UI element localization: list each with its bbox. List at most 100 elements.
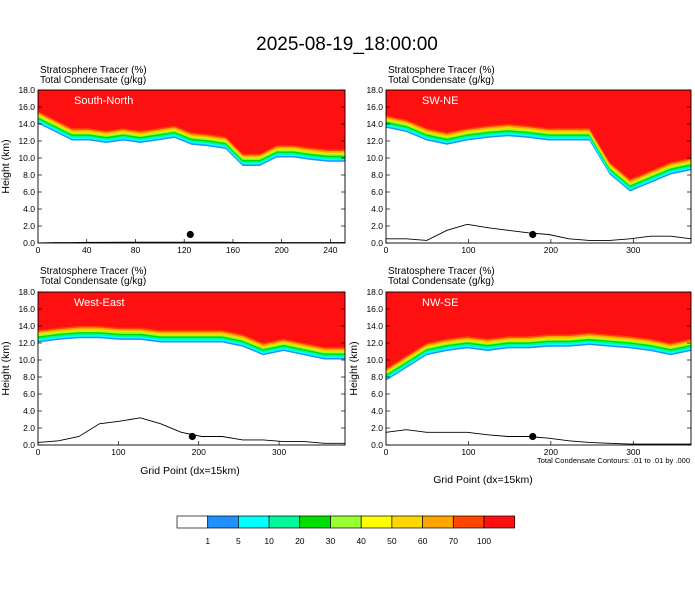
panel-name: West-East: [74, 297, 125, 309]
y-tick-label: 4.0: [23, 406, 35, 416]
panel-2: SW-NE 0.0 2.0 4.0 6.0 8.0 10.0 12.0 14.0 16.0 18.0…: [366, 85, 692, 255]
y-tick-label: 4.0: [371, 204, 383, 214]
x-tick-label: 0: [384, 447, 389, 457]
panel-4: NW-SE 0.0 2.0 4.0 6.0 8.0 10.0 12.0 14.0 16.0 18.0…: [348, 287, 692, 457]
y-tick-label: 0.0: [371, 238, 383, 248]
colorbar: 1 5 10 20 30 40 50 60 70 100: [176, 515, 516, 546]
panel-name: SW-NE: [422, 95, 458, 107]
y-tick-label: 18.0: [366, 287, 383, 297]
y-tick-label: 14.0: [366, 321, 383, 331]
colorbar-level-label: 70: [449, 536, 459, 546]
colorbar-swatch: [330, 515, 362, 529]
colorbar-swatch: [422, 515, 454, 529]
y-axis-label: Height (km): [0, 341, 12, 395]
y-tick-label: 6.0: [23, 187, 35, 197]
y-tick-label: 12.0: [18, 338, 35, 348]
y-tick-label: 12.0: [18, 136, 35, 146]
contour-note: Total Condensate Contours: .01 to .01 by…: [537, 456, 690, 465]
y-tick-label: 12.0: [366, 338, 383, 348]
panel-frame: [385, 89, 692, 244]
y-tick-label: 16.0: [366, 102, 383, 112]
y-tick-label: 8.0: [371, 170, 383, 180]
x-tick-label: 240: [323, 245, 337, 255]
tracer-max-region: [38, 90, 345, 154]
colorbar-level-label: 20: [295, 536, 305, 546]
y-tick-label: 16.0: [18, 102, 35, 112]
panel-4-contour-label: Total Condensate (g/kg): [388, 276, 494, 287]
y-axis-label: Height (km): [348, 341, 360, 395]
location-marker: [186, 230, 194, 239]
panel-3-shaded-label: Stratosphere Tracer (%): [40, 266, 147, 277]
y-axis-label: Height (km): [0, 139, 12, 193]
y-tick-label: 16.0: [18, 304, 35, 314]
colorbar-level-label: 100: [477, 536, 491, 546]
colorbar-level-label: 1: [205, 536, 210, 546]
x-tick-label: 0: [36, 447, 41, 457]
x-tick-label: 300: [626, 245, 640, 255]
y-tick-label: 2.0: [371, 221, 383, 231]
y-tick-label: 14.0: [18, 321, 35, 331]
x-axis-label-left: Grid Point (dx=15km): [140, 465, 240, 477]
y-tick-label: 2.0: [23, 221, 35, 231]
panel-frame: [37, 89, 346, 244]
panel-frame: [37, 291, 346, 446]
location-marker: [529, 432, 537, 441]
colorbar-swatch: [452, 515, 485, 529]
y-tick-label: 8.0: [371, 372, 383, 382]
x-tick-label: 80: [131, 245, 141, 255]
colorbar-swatch: [360, 515, 393, 529]
panel-name: NW-SE: [422, 297, 458, 309]
tracer-max-region: [38, 292, 345, 348]
y-tick-label: 0.0: [23, 440, 35, 450]
panel-3-contour-label: Total Condensate (g/kg): [40, 276, 146, 287]
colorbar-swatch: [176, 515, 209, 529]
x-tick-label: 100: [461, 245, 475, 255]
y-tick-label: 12.0: [366, 136, 383, 146]
y-tick-label: 18.0: [366, 85, 383, 95]
colorbar-swatch: [391, 515, 423, 529]
colorbar-swatch: [268, 515, 301, 529]
x-tick-label: 100: [111, 447, 125, 457]
x-tick-label: 200: [275, 245, 289, 255]
colorbar-level-label: 60: [418, 536, 428, 546]
y-tick-label: 2.0: [23, 423, 35, 433]
colorbar-level-label: 50: [387, 536, 397, 546]
y-tick-label: 0.0: [23, 238, 35, 248]
y-tick-label: 18.0: [18, 85, 35, 95]
colorbar-swatch: [238, 515, 270, 529]
y-tick-label: 10.0: [18, 355, 35, 365]
figure-title: 2025-08-19_18:00:00: [256, 34, 438, 55]
x-tick-label: 200: [544, 447, 558, 457]
colorbar-level-label: 40: [356, 536, 366, 546]
y-tick-label: 18.0: [18, 287, 35, 297]
terrain-line: [386, 429, 691, 445]
y-tick-label: 14.0: [366, 119, 383, 129]
x-axis-label-right: Grid Point (dx=15km): [433, 474, 533, 486]
y-tick-label: 4.0: [23, 204, 35, 214]
y-tick-label: 10.0: [18, 153, 35, 163]
colorbar-swatch: [483, 515, 516, 529]
colorbar-level-label: 5: [236, 536, 241, 546]
panel-4-shaded-label: Stratosphere Tracer (%): [388, 266, 495, 277]
tracer-max-region: [386, 292, 691, 369]
panel-1-shaded-label: Stratosphere Tracer (%): [40, 65, 147, 76]
location-marker: [529, 230, 537, 239]
colorbar-level-label: 30: [326, 536, 336, 546]
tracer-max-region: [386, 90, 691, 180]
y-tick-label: 6.0: [371, 389, 383, 399]
panel-2-shaded-label: Stratosphere Tracer (%): [388, 65, 495, 76]
x-tick-label: 160: [226, 245, 240, 255]
x-tick-label: 200: [544, 245, 558, 255]
panel-1: South-North 0.0 2.0 4.0 6.0 8.0 10.0 12.0 14.0 16…: [0, 85, 346, 255]
y-tick-label: 4.0: [371, 406, 383, 416]
y-tick-label: 8.0: [23, 170, 35, 180]
panel-2-contour-label: Total Condensate (g/kg): [388, 75, 494, 86]
y-tick-label: 10.0: [366, 153, 383, 163]
panels: South-North 0.0 2.0 4.0 6.0 8.0 10.0 12.0 14.0 16…: [0, 85, 692, 457]
panel-frame: [385, 291, 692, 446]
colorbar-swatch: [299, 515, 331, 529]
panel-3: West-East 0.0 2.0 4.0 6.0 8.0 10.0 12.0 14.0 16.0…: [0, 287, 346, 457]
y-tick-label: 6.0: [23, 389, 35, 399]
y-tick-label: 2.0: [371, 423, 383, 433]
y-tick-label: 14.0: [18, 119, 35, 129]
